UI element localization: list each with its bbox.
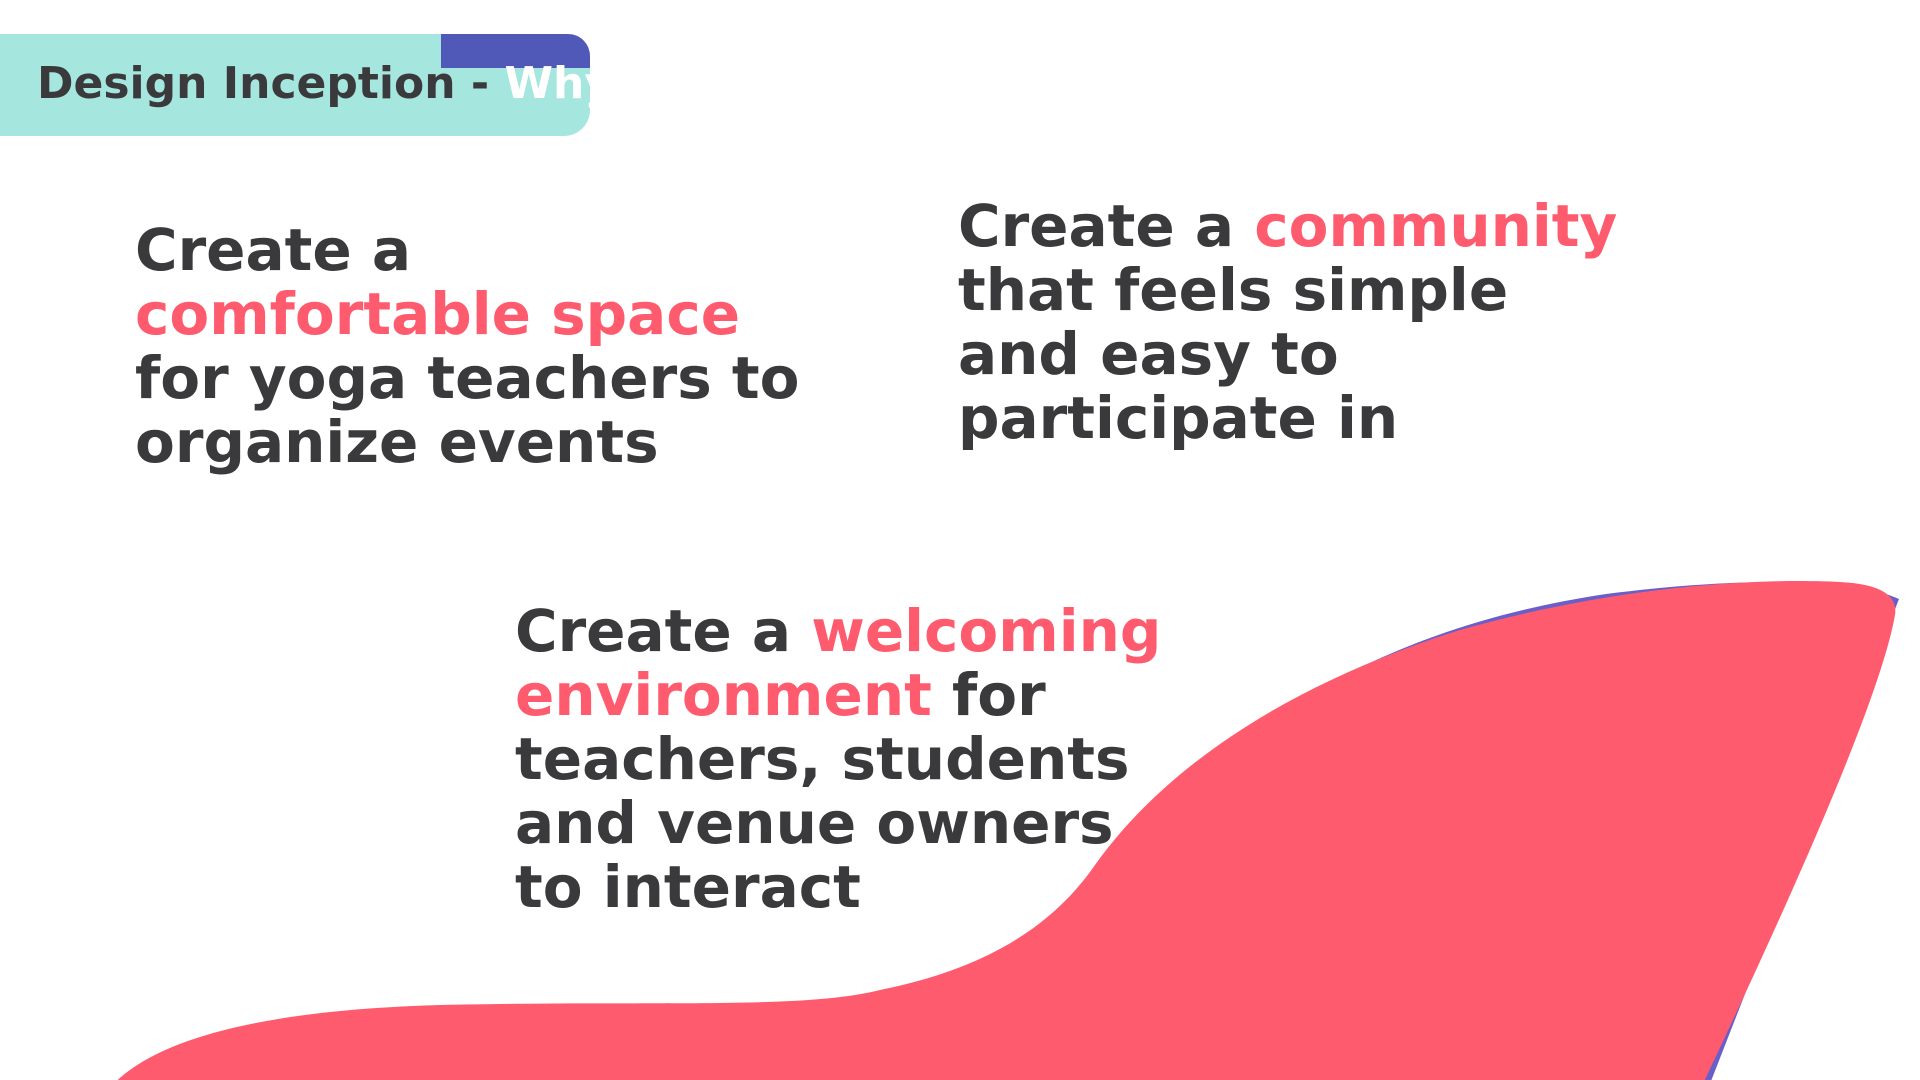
statement-lead: Create a [958,192,1255,260]
goal-statement-welcoming-environment: Create a welcoming environment for teach… [515,599,1161,919]
statement-highlight: community [1254,192,1618,260]
statement-tail: for [931,661,1046,729]
section-title-accent: Why [504,58,614,109]
statement-line: environment for [515,663,1161,727]
statement-line: Create a [135,216,412,284]
statement-line: Create a community [958,194,1617,258]
statement-lead: Create a [515,597,812,665]
section-header-tab: Design Inception - Why [0,34,613,136]
statement-line: and easy to [958,320,1339,388]
statement-line: organize events [135,408,659,476]
statement-line: for yoga teachers to [135,344,800,412]
statement-line: to interact [515,853,861,921]
goal-statement-comfortable-space: Create a comfortable space for yoga teac… [135,218,799,474]
blob-pink-shape [117,581,1896,1080]
goal-statement-community: Create a community that feels simple and… [958,194,1617,450]
header-accent-cap [441,34,590,74]
statement-line: Create a welcoming [515,599,1161,663]
statement-line: that feels simple [958,256,1509,324]
statement-line: participate in [958,384,1399,452]
section-title-prefix: Design Inception - [37,58,505,109]
statement-highlight: welcoming [811,597,1162,665]
statement-line: and venue owners [515,789,1114,857]
statement-line: teachers, students [515,725,1130,793]
section-title: Design Inception - Why [37,58,613,109]
statement-highlight: environment [515,661,932,729]
statement-highlight: comfortable space [135,280,741,348]
